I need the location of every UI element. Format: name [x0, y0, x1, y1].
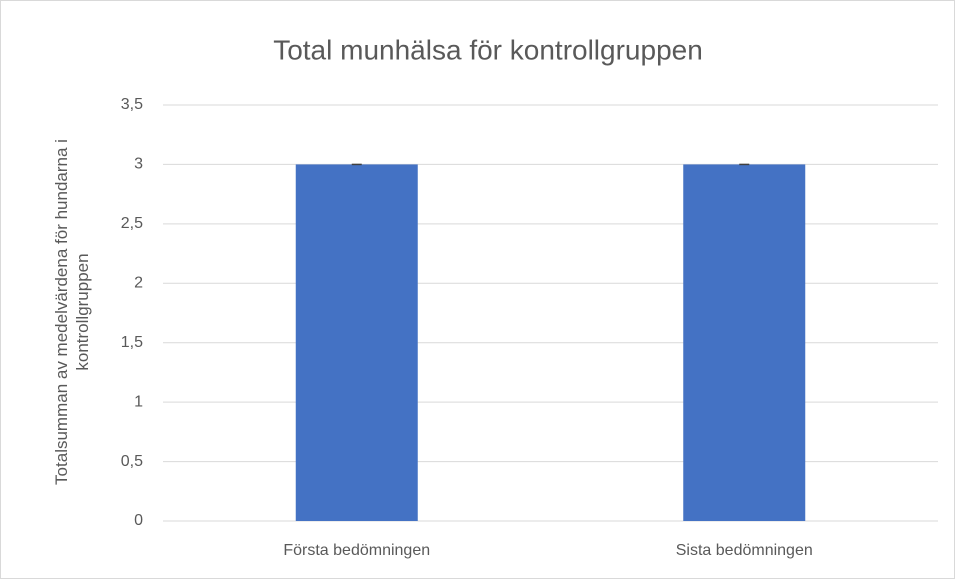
y-tick-label: 0,5	[121, 453, 143, 470]
y-tick-label: 1	[134, 393, 143, 410]
y-axis-label: Totalsumman av medelvärdena för hundarna…	[52, 139, 92, 485]
x-tick-label: Första bedömningen	[283, 542, 430, 559]
y-tick-label: 1,5	[121, 334, 143, 351]
x-tick-label: Sista bedömningen	[676, 542, 813, 559]
bar	[683, 164, 806, 521]
y-tick-label: 2,5	[121, 215, 143, 232]
y-tick-label: 0	[134, 512, 143, 529]
y-tick-label: 3	[134, 156, 143, 173]
chart-title: Total munhälsa för kontrollgruppen	[273, 34, 703, 65]
y-tick-label: 2	[134, 275, 143, 292]
bar	[295, 164, 418, 521]
y-tick-label: 3,5	[121, 96, 143, 113]
